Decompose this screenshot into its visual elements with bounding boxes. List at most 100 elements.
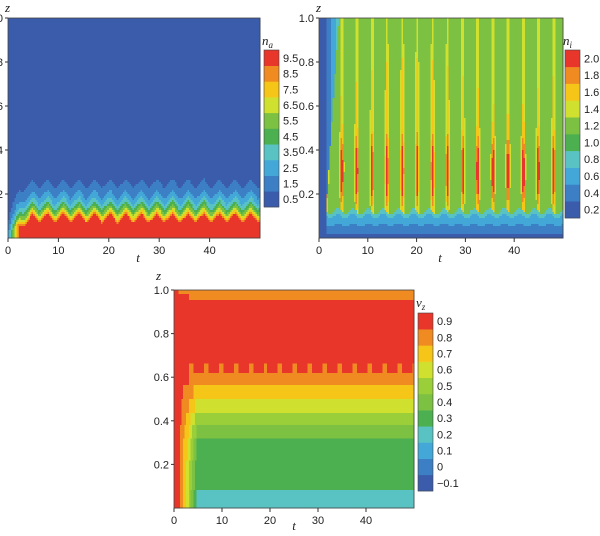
contour-cell <box>402 82 405 85</box>
contour-cell <box>477 154 480 157</box>
contour-cell <box>387 132 390 135</box>
contour-cell <box>331 94 335 97</box>
contour-cell <box>326 148 331 151</box>
contour-cell <box>82 182 92 185</box>
contour-cell <box>369 136 372 139</box>
contour-cell <box>151 196 157 199</box>
contour-cell <box>58 212 61 215</box>
contour-cell <box>419 90 431 93</box>
contour-cell <box>340 22 344 25</box>
contour-cell <box>553 160 556 163</box>
contour-cell <box>401 90 404 93</box>
contour-cell <box>476 104 478 107</box>
contour-cell <box>37 210 42 213</box>
contour-cell <box>553 148 556 151</box>
contour-cell <box>404 80 416 83</box>
contour-cell <box>319 92 328 95</box>
contour-cell <box>418 86 421 89</box>
contour-cell <box>479 110 492 113</box>
contour-cell <box>505 164 507 167</box>
contour-cell <box>319 120 328 123</box>
contour-cell <box>168 204 173 207</box>
contour-cell <box>373 64 387 67</box>
contour-cell <box>524 92 538 95</box>
contour-cell <box>509 72 523 75</box>
contour-cell <box>419 148 431 151</box>
contour-cell <box>448 52 462 55</box>
contour-cell <box>181 220 195 223</box>
contour-cell <box>176 212 181 215</box>
contour-cell <box>537 158 539 161</box>
contour-cell <box>447 134 450 137</box>
contour-cell <box>384 130 387 133</box>
contour-cell <box>319 90 328 93</box>
contour-cell <box>550 164 553 167</box>
contour-cell <box>465 134 477 137</box>
contour-cell <box>384 164 387 167</box>
contour-cell <box>415 112 417 115</box>
contour-cell <box>416 120 419 123</box>
contour-cell <box>537 160 539 163</box>
contour-cell <box>185 202 192 205</box>
contour-cell <box>72 202 78 205</box>
contour-cell <box>389 126 401 129</box>
contour-cell <box>506 142 511 145</box>
contour-cell <box>370 104 373 107</box>
contour-cell <box>419 140 431 143</box>
contour-cell <box>77 212 81 215</box>
contour-cell <box>369 120 372 123</box>
contour-cell <box>118 186 133 189</box>
contour-cell <box>555 58 564 61</box>
contour-cell <box>537 36 541 39</box>
contour-cell <box>372 88 375 91</box>
contour-cell <box>523 118 526 121</box>
contour-cell <box>445 140 448 143</box>
contour-cell <box>319 98 328 101</box>
contour-cell <box>162 184 168 187</box>
contour-cell <box>341 108 344 111</box>
contour-cell <box>358 62 372 65</box>
contour-cell <box>340 38 344 41</box>
contour-cell <box>431 108 434 111</box>
contour-cell <box>9 236 12 239</box>
contour-cell <box>9 234 12 237</box>
contour-cell <box>36 212 39 215</box>
contour-cell <box>209 218 214 221</box>
contour-cell <box>370 38 375 41</box>
contour-cell <box>258 212 261 215</box>
contour-cell <box>53 218 58 221</box>
contour-cell <box>460 54 465 57</box>
contour-cell <box>491 150 494 153</box>
contour-cell <box>552 40 556 43</box>
contour-cell <box>447 152 450 155</box>
contour-cell <box>524 152 536 155</box>
contour-cell <box>521 38 526 41</box>
contour-cell <box>419 142 431 145</box>
contour-cell <box>102 186 118 189</box>
contour-cell <box>80 190 94 193</box>
contour-cell <box>448 126 451 129</box>
contour-cell <box>433 132 436 135</box>
contour-cell <box>433 130 436 133</box>
contour-cell <box>401 116 404 119</box>
contour-cell <box>146 220 151 223</box>
contour-cell <box>372 144 375 147</box>
contour-cell <box>337 28 341 31</box>
contour-cell <box>520 158 523 161</box>
contour-cell <box>358 74 372 77</box>
contour-cell <box>184 194 193 197</box>
contour-cell <box>160 212 165 215</box>
contour-cell <box>386 134 389 137</box>
contour-cell <box>555 106 564 109</box>
contour-cell <box>386 46 390 49</box>
contour-cell <box>159 202 163 205</box>
contour-cell <box>386 40 389 43</box>
contour-cell <box>340 118 343 121</box>
contour-cell <box>61 206 67 209</box>
contour-cell <box>91 216 99 219</box>
contour-cell <box>433 78 446 81</box>
contour-cell <box>370 136 373 139</box>
contour-cell <box>55 204 61 207</box>
contour-cell <box>134 220 136 223</box>
contour-cell <box>234 204 237 207</box>
